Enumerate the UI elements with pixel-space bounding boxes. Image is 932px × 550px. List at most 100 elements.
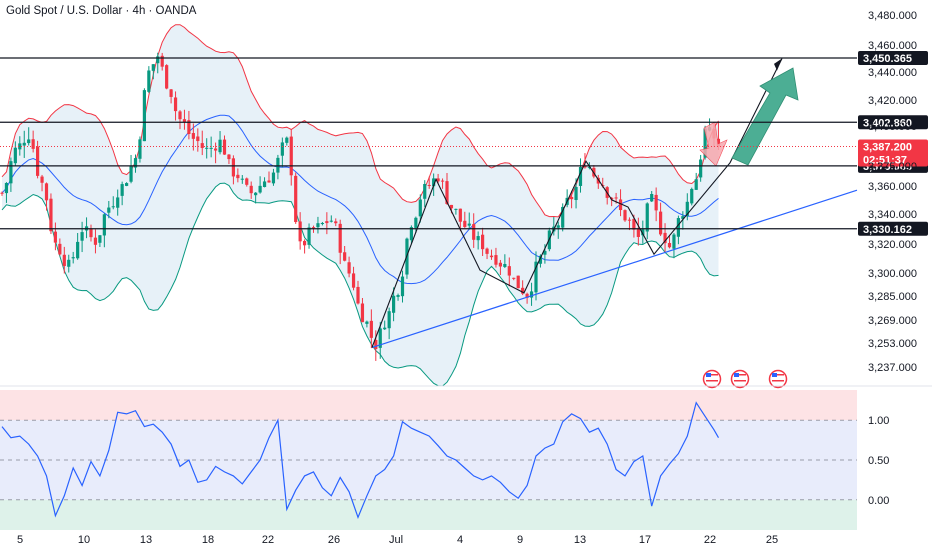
candle [374,330,378,361]
candle-body [209,147,213,149]
candle [191,123,195,151]
candle-body [44,183,49,201]
candle-body [98,235,102,243]
flag-stripe [772,380,784,382]
candle-body [378,328,382,348]
candle [76,232,80,260]
y-tick-label: 3,285.000 [868,291,917,303]
candle-body [294,175,298,223]
flag-stripe [706,377,718,379]
candle-body [125,183,129,186]
candle-body [222,139,227,155]
candle [262,177,267,188]
horizontal-level-label: 3,402.860 [863,117,912,129]
candle-body [467,223,471,226]
y-tick-label: 3,237.000 [868,362,917,374]
candle-body [694,179,698,190]
oscillator-layer [1,401,720,519]
x-tick-label: 17 [639,534,651,546]
y-tick-label: 3,460.000 [868,40,917,52]
flag-canton [772,373,777,377]
candle [663,223,667,253]
horizontal-levels-layer: 3,450.3653,402.8603,375.0853,330.1623,38… [0,51,928,236]
candle [454,208,458,215]
drawings-layer [371,58,858,389]
y-tick-label: 3,480.000 [868,10,917,22]
candle [227,154,231,165]
candle-body [53,231,57,243]
candle-body [347,262,351,274]
candle-body [227,154,231,160]
bollinger-bands-layer [1,24,719,387]
candle-body [627,219,632,221]
candle-body [596,177,600,184]
candle [654,187,658,222]
candle-body [423,183,427,199]
flag-canton [706,373,711,377]
candle [18,136,22,156]
candle-body [614,197,618,199]
candle [481,227,485,257]
candle [62,246,66,274]
candle [360,297,365,323]
candle [427,176,431,189]
candle-body [632,218,636,230]
candle [356,280,360,305]
candle-body [165,65,169,89]
candle-body [173,97,178,112]
candle-body [205,147,209,149]
candle-body [587,166,591,168]
candle [650,191,654,203]
candle-body [716,138,721,147]
candle-body [334,221,338,224]
candle [338,219,342,265]
candle [98,235,102,248]
x-tick-label: 22 [704,534,716,546]
candle [169,89,173,104]
candle [31,130,35,153]
candle-body [27,139,31,144]
up-arrow-icon [731,67,799,166]
candle-body [107,207,111,213]
candle [378,321,382,359]
candle-body [503,264,507,267]
candle [116,189,120,216]
candle [347,256,351,278]
down-arrow-icon [699,121,728,167]
candle-body [663,232,667,244]
candle [681,211,685,230]
candle [418,194,422,223]
candle [289,129,293,186]
candle [147,66,151,94]
candle [93,229,98,254]
candle [365,320,369,328]
oscillator-overbought-zone [0,390,857,421]
candle-body [641,229,645,236]
candle-body [489,255,494,258]
candle [156,52,160,74]
candle-body [685,201,689,217]
candle [271,168,276,186]
candle [178,110,182,130]
flag-stripe [734,374,746,376]
y-tick-label: 3,360.000 [868,181,917,193]
candle [89,224,93,242]
candle-body [303,240,307,246]
candle-body [699,159,703,178]
candle [173,91,178,121]
candle [209,136,213,158]
candle [672,232,676,259]
candle [36,140,40,179]
candle-body [498,262,502,267]
candle-body [89,228,93,238]
candle [200,130,204,156]
candle-body [129,165,133,182]
flag-stripe [772,377,784,379]
candle-body [276,157,280,173]
candle [472,213,476,248]
candle-body [396,295,400,297]
candle-body [102,214,106,236]
candle [307,223,311,249]
candle [498,259,502,275]
